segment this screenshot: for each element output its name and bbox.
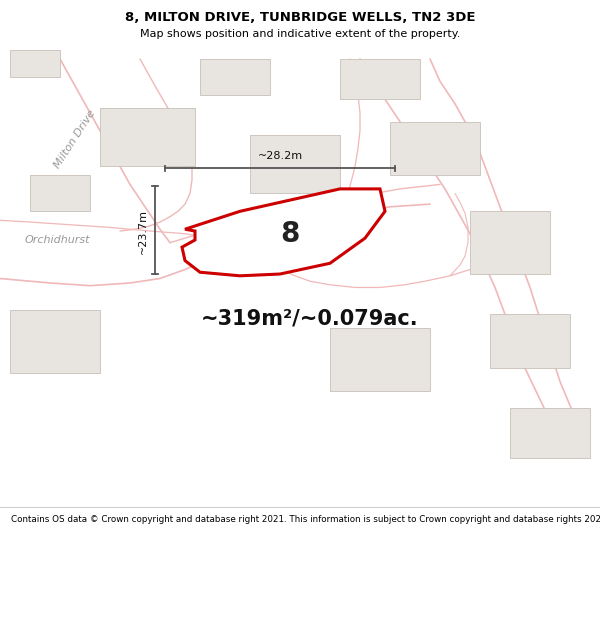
Text: Map shows position and indicative extent of the property.: Map shows position and indicative extent… [140, 29, 460, 39]
Text: Contains OS data © Crown copyright and database right 2021. This information is : Contains OS data © Crown copyright and d… [11, 515, 600, 524]
Polygon shape [200, 59, 270, 95]
Text: 8: 8 [280, 220, 299, 248]
Polygon shape [390, 122, 480, 176]
Polygon shape [182, 189, 385, 276]
Polygon shape [250, 135, 340, 193]
Polygon shape [470, 211, 550, 274]
Text: Orchidhurst: Orchidhurst [25, 235, 91, 245]
Text: ~28.2m: ~28.2m [257, 151, 302, 161]
Text: 8, MILTON DRIVE, TUNBRIDGE WELLS, TN2 3DE: 8, MILTON DRIVE, TUNBRIDGE WELLS, TN2 3D… [125, 11, 475, 24]
Polygon shape [100, 108, 195, 166]
Polygon shape [340, 59, 420, 99]
Text: Milton Drive: Milton Drive [52, 109, 98, 171]
Text: ~319m²/~0.079ac.: ~319m²/~0.079ac. [201, 309, 419, 329]
Polygon shape [30, 176, 90, 211]
Polygon shape [510, 408, 590, 458]
Polygon shape [490, 314, 570, 368]
Polygon shape [10, 50, 60, 77]
Polygon shape [10, 310, 100, 372]
Text: ~23.7m: ~23.7m [138, 209, 148, 254]
Polygon shape [330, 328, 430, 391]
